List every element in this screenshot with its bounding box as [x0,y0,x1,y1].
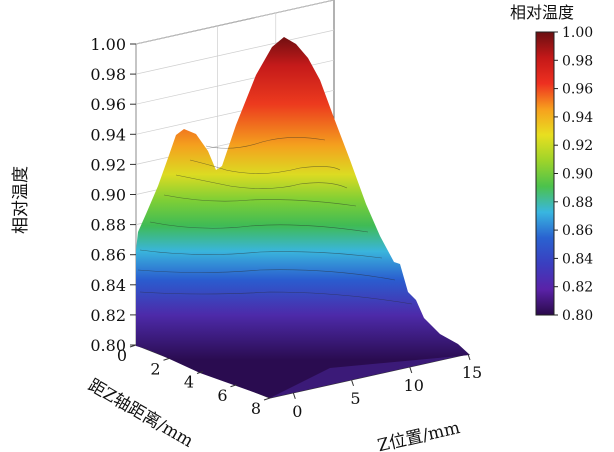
x-axis-label: 距Z轴距离/mm [84,376,196,452]
colorbar-tick-label: 0.84 [562,251,593,267]
y-tick-label: 0 [292,402,302,421]
z-axis: 0.80 0.82 0.84 0.86 0.88 0.90 0.92 0.94 0.96 0.98… [90,35,136,355]
z-tick-label: 0.86 [90,246,126,265]
z-tick-label: 0.84 [90,276,126,295]
colorbar-tick-label: 0.90 [562,167,593,183]
x-tick-label: 8 [251,399,261,418]
x-tick-label: 4 [184,373,194,392]
z-tick-label: 0.94 [90,125,126,144]
z-tick-label: 0.88 [90,216,126,235]
colorbar-ticks: 0.80 0.82 0.84 0.86 0.88 0.90 0.92 0.94 0.96 0.98… [554,25,593,324]
z-tick-label: 0.98 [90,65,126,84]
y-tick-label: 10 [404,376,424,395]
z-tick-label: 0.82 [90,306,126,325]
z-tick-label: 1.00 [90,35,126,54]
colorbar-tick-label: 1.00 [562,25,593,41]
z-tick-label: 0.90 [90,186,126,205]
z-axis-label: 相对温度 [11,166,31,234]
surface-body [136,37,470,398]
x-axis: 0 2 4 6 8 [117,344,271,418]
colorbar-tick-label: 0.88 [562,195,593,211]
colorbar-tick-label: 0.98 [562,53,593,69]
x-tick-label: 2 [150,359,160,378]
contour-lines [137,137,413,305]
z-tick-label: 0.96 [90,95,126,114]
colorbar-tick-label: 0.94 [562,110,593,126]
colorbar-tick-label: 0.96 [562,82,593,98]
y-axis: 0 5 10 15 [292,353,482,421]
y-axis-label: Z位置/mm [376,418,462,452]
y-tick-label: 5 [350,389,360,408]
colorbar-tick-label: 0.92 [562,138,593,154]
colorbar-tick-label: 0.86 [562,223,593,239]
surface-plot [136,37,470,398]
z-tick-label: 0.80 [90,336,126,355]
colorbar-title: 相对温度 [510,3,574,22]
z-tick-label: 0.92 [90,155,126,174]
y-tick-label: 15 [462,363,482,382]
x-tick-label: 6 [217,386,227,405]
colorbar-scale [535,31,555,316]
colorbar-tick-label: 0.82 [562,280,593,296]
colorbar: 相对温度 0.80 0.82 0.84 0.86 0.88 0.90 0.92 0.94 0.9… [510,3,593,324]
x-tick-label: 0 [117,346,127,365]
colorbar-tick-label: 0.80 [562,308,593,324]
